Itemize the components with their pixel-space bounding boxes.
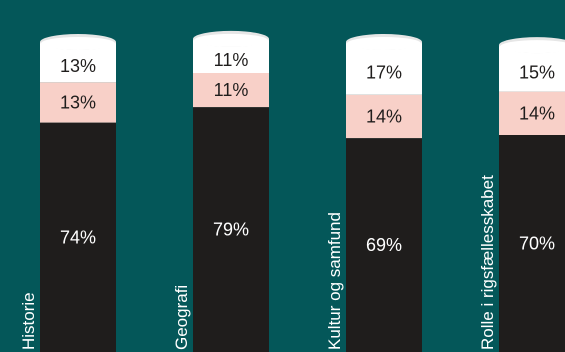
category-label: Historie (19, 292, 38, 350)
cylinder-cap-face (347, 37, 421, 50)
middle-segment (193, 73, 269, 108)
value-label: 17% (366, 62, 402, 82)
bottom-segment (499, 135, 565, 352)
value-label: 69% (366, 235, 402, 255)
value-label: 15% (519, 62, 555, 82)
category-label: Kultur og samfund (325, 212, 344, 350)
value-label: 11% (214, 50, 249, 70)
bottom-segment (193, 107, 269, 352)
value-label: 13% (60, 56, 96, 76)
bar-group: 69% 14% 17% Kultur og samfund (325, 34, 422, 352)
top-segment (346, 42, 422, 95)
value-label: 70% (519, 234, 555, 254)
bar-group: 74% 13% 13% Historie (19, 34, 116, 352)
value-label: 79% (213, 220, 249, 240)
bottom-segment (346, 138, 422, 352)
cylinder-cap-face (41, 37, 115, 50)
middle-segment (499, 91, 565, 135)
category-label: Rolle i rigsfællesskabet (478, 175, 497, 350)
value-label: 11% (214, 80, 249, 100)
category-label: Geografi (172, 285, 191, 350)
middle-segment (346, 94, 422, 139)
cylinder-cap-face (194, 33, 268, 47)
value-label: 13% (60, 92, 96, 112)
middle-segment (40, 82, 116, 123)
bar-group: 79% 11% 11% Geografi (172, 30, 269, 352)
bottom-segment (40, 122, 116, 352)
value-label: 14% (519, 103, 555, 123)
value-label: 74% (60, 227, 96, 247)
cylinder-cap-face (500, 40, 565, 54)
bar-group: 70% 14% 15% Rolle i rigsfællesskabet (478, 37, 565, 352)
value-label: 14% (366, 106, 402, 126)
